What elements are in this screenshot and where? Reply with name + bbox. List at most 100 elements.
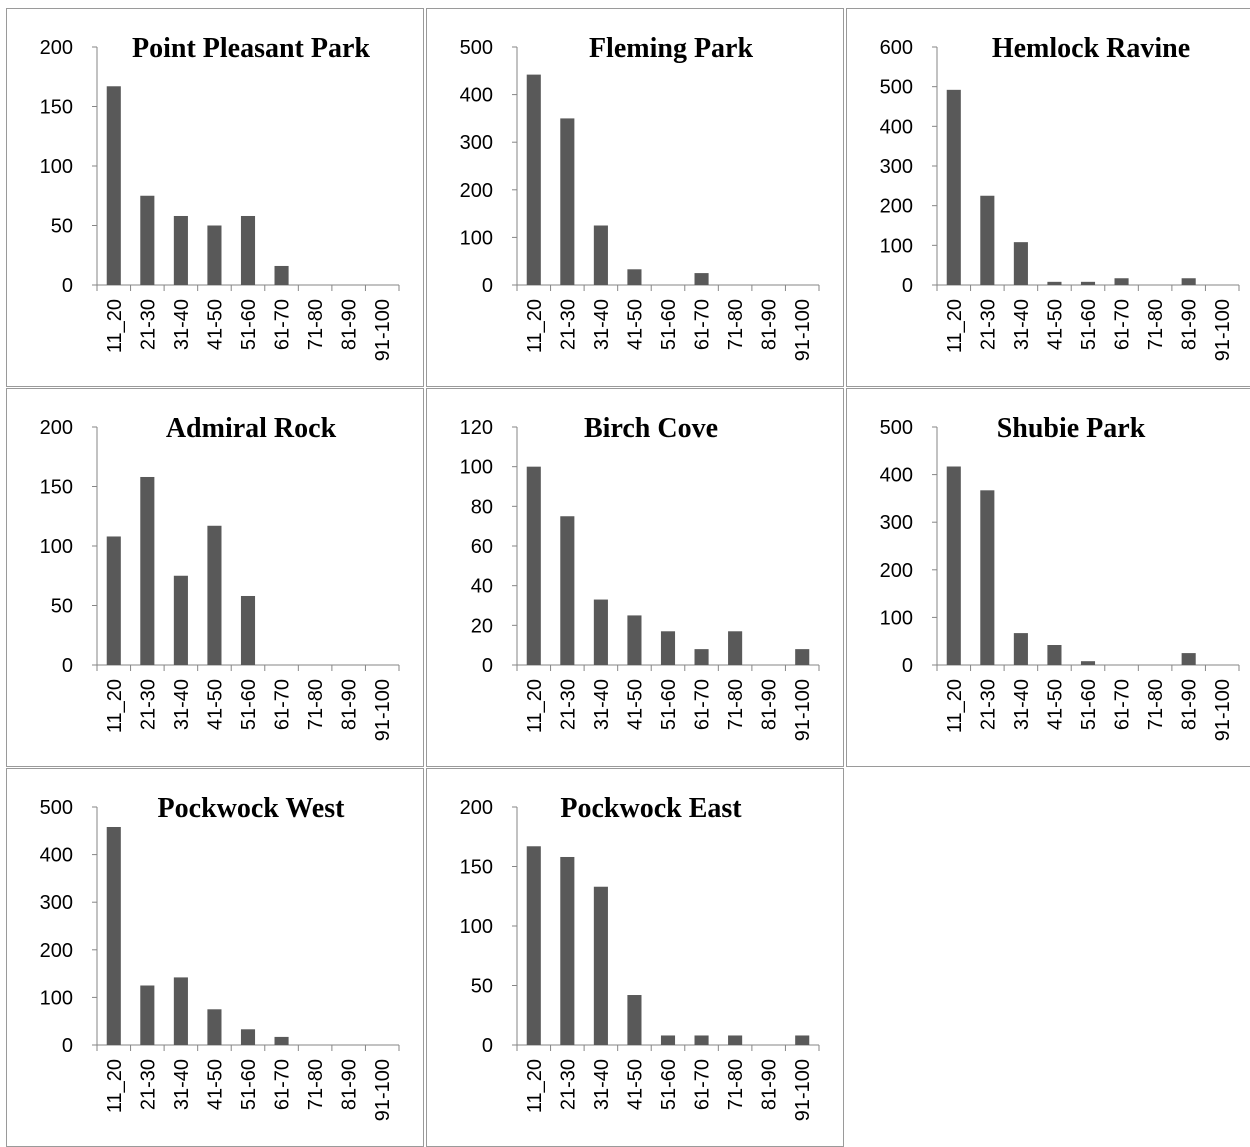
chart-title: Admiral Rock [166, 413, 337, 444]
bar-chart: Birch Cove 0 20 40 60 80 100 120 11_20 21-30 31-40… [460, 413, 820, 741]
bar-chart: Point Pleasant Park 0 50 100 150 200 11_20 21-3… [40, 33, 400, 361]
chart-panel: Point Pleasant Park 0 50 100 150 200 11_20 21-3… [6, 8, 424, 387]
bar [207, 225, 222, 285]
x-tick-label: 51-60 [238, 679, 260, 730]
bar [140, 985, 155, 1045]
y-tick-label: 500 [40, 797, 73, 819]
x-tick-label: 41-50 [624, 1059, 646, 1110]
bar [106, 86, 121, 286]
y-tick-label: 100 [460, 227, 493, 249]
x-tick-label: 11_20 [104, 679, 126, 733]
chart-panel: Birch Cove 0 20 40 60 80 100 120 11_20 21-30 31-40… [426, 388, 844, 767]
x-tick-label: 61-70 [1112, 679, 1134, 730]
bar [140, 476, 155, 665]
y-tick-label: 0 [482, 655, 493, 677]
bar [1047, 281, 1062, 285]
y-tick-label: 200 [880, 560, 913, 582]
x-tick-label: 11_20 [944, 299, 966, 353]
bar [560, 856, 575, 1045]
chart-panel: Pockwock East 0 50 100 150 200 11_20 21-30 31-40… [426, 768, 844, 1147]
y-tick-label: 20 [471, 615, 493, 637]
x-tick-label: 81-90 [339, 679, 361, 730]
bar [274, 1036, 289, 1045]
x-tick-label: 71-80 [1145, 679, 1167, 730]
chart-panel: Fleming Park 0 100 200 300 400 500 11_20 21-30 31… [426, 8, 844, 387]
bar [627, 269, 642, 285]
bar [240, 595, 256, 665]
y-tick-label: 300 [40, 892, 73, 914]
bar [593, 225, 608, 285]
y-tick-label: 200 [40, 940, 73, 962]
x-tick-label: 61-70 [1112, 299, 1134, 350]
y-tick-label: 500 [460, 37, 493, 59]
y-tick-label: 80 [471, 496, 493, 518]
bar-chart: Admiral Rock 0 50 100 150 200 11_20 21-30 31-40 4… [40, 413, 400, 741]
y-tick-label: 120 [460, 417, 493, 439]
x-tick-label: 71-80 [725, 679, 747, 730]
x-tick-label: 11_20 [524, 299, 546, 353]
x-tick-label: 81-90 [759, 299, 781, 350]
bar [728, 1035, 743, 1045]
bar [207, 1009, 222, 1045]
bar [1047, 645, 1062, 665]
bar [980, 490, 995, 665]
bar [1080, 661, 1096, 665]
bar [1114, 278, 1129, 285]
x-tick-label: 91-100 [1212, 299, 1234, 361]
chart-title: Shubie Park [997, 413, 1146, 444]
bar-chart: Shubie Park 0 100 200 300 400 500 11_20 21-30 31-… [880, 413, 1240, 741]
x-tick-label: 21-30 [137, 679, 159, 730]
y-tick-label: 400 [880, 116, 913, 138]
x-tick-label: 91-100 [372, 299, 394, 361]
bar [660, 1035, 676, 1045]
bar [660, 631, 676, 665]
x-tick-label: 31-40 [171, 679, 193, 730]
x-tick-label: 61-70 [272, 679, 294, 730]
chart-title: Birch Cove [584, 413, 718, 444]
x-tick-label: 51-60 [658, 1059, 680, 1110]
y-tick-label: 0 [62, 655, 73, 677]
chart-panel: Hemlock Ravine 0 100 200 300 400 500 600 11_20 21… [846, 8, 1250, 387]
y-tick-label: 400 [40, 845, 73, 867]
bar-chart: Pockwock East 0 50 100 150 200 11_20 21-30 31-40… [460, 793, 820, 1121]
y-tick-label: 0 [902, 275, 913, 297]
y-tick-label: 500 [880, 417, 913, 439]
bar [946, 89, 961, 285]
x-tick-label: 21-30 [977, 299, 999, 350]
y-tick-label: 150 [460, 857, 493, 879]
x-tick-label: 61-70 [272, 1059, 294, 1110]
y-tick-label: 100 [880, 235, 913, 257]
bar [560, 516, 575, 665]
x-tick-label: 21-30 [557, 299, 579, 350]
bar [627, 615, 642, 665]
bar [560, 118, 575, 286]
bar [980, 195, 995, 285]
bar [694, 273, 709, 285]
y-tick-label: 40 [471, 576, 493, 598]
x-tick-label: 81-90 [339, 299, 361, 350]
x-tick-label: 81-90 [1179, 299, 1201, 350]
bar [240, 1029, 256, 1045]
x-tick-label: 11_20 [944, 679, 966, 733]
chart-title: Fleming Park [589, 33, 754, 64]
y-tick-label: 100 [880, 607, 913, 629]
y-tick-label: 60 [471, 536, 493, 558]
x-tick-label: 41-50 [204, 679, 226, 730]
x-tick-label: 91-100 [792, 679, 814, 741]
x-tick-label: 61-70 [272, 299, 294, 350]
bar [795, 649, 810, 665]
bar [140, 195, 155, 285]
chart-title: Pockwock East [560, 793, 742, 824]
bar [1181, 653, 1196, 665]
x-tick-label: 31-40 [591, 299, 613, 350]
bar [526, 846, 541, 1045]
bar [694, 649, 709, 665]
x-tick-label: 31-40 [591, 1059, 613, 1110]
x-tick-label: 11_20 [524, 1059, 546, 1113]
chart-panel: Pockwock West 0 100 200 300 400 500 11_20 21-30 3… [6, 768, 424, 1147]
y-tick-label: 50 [471, 976, 493, 998]
bar [795, 1035, 810, 1045]
x-tick-label: 61-70 [692, 679, 714, 730]
y-tick-label: 150 [40, 477, 73, 499]
x-tick-label: 21-30 [557, 679, 579, 730]
